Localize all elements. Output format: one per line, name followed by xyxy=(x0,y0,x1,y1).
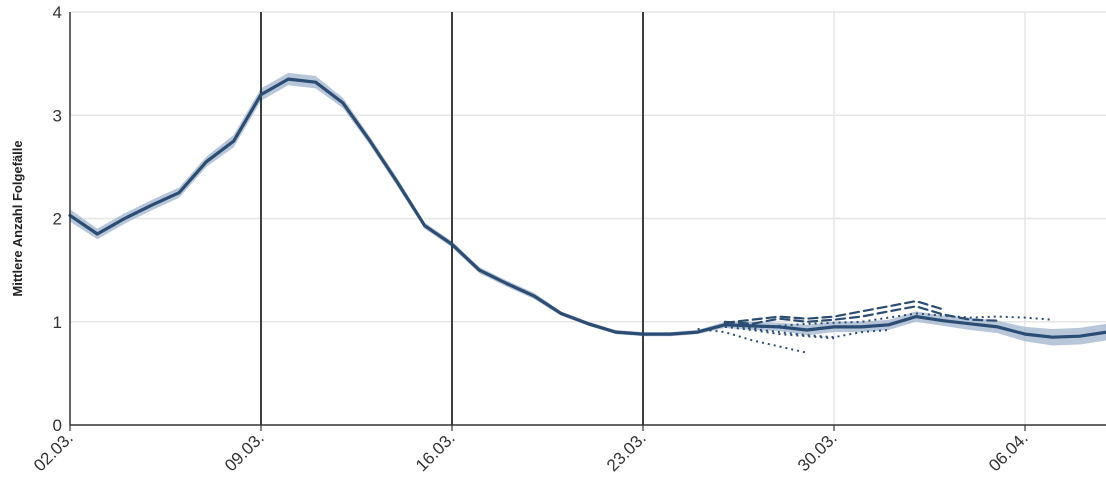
confidence-band xyxy=(70,72,1106,346)
y-tick-label: 1 xyxy=(53,313,62,332)
axes xyxy=(69,12,1106,431)
y-tick-label: 0 xyxy=(53,416,62,435)
series-line-solid-0 xyxy=(68,77,1106,339)
y-axis-label: Mittlere Anzahl Folgefälle xyxy=(10,140,25,296)
x-tick-label: 06.04. xyxy=(985,428,1032,475)
confidence-band-layer xyxy=(70,72,1106,346)
series-line-dashed-2 xyxy=(723,300,945,324)
x-tick-label: 02.03. xyxy=(30,428,77,475)
series-line-dotted-3 xyxy=(724,312,1053,329)
series-layer xyxy=(68,77,1106,354)
x-tick-label: 30.03. xyxy=(794,428,841,475)
y-tick-label: 4 xyxy=(53,3,62,22)
series-line-dotted-5 xyxy=(697,328,807,354)
x-tick-label: 09.03. xyxy=(221,428,268,475)
x-tick-label: 16.03. xyxy=(412,428,459,475)
y-tick-label: 2 xyxy=(53,210,62,229)
tick-labels: 0 1 2 3 4 02.03. 09.03. 16.03. 23.03. 30.03. 06.04… xyxy=(30,3,1032,475)
series-line-dotted-4 xyxy=(724,325,835,340)
x-tick-label: 23.03. xyxy=(603,428,650,475)
series-line-dotted-6 xyxy=(724,320,889,339)
vertical-markers xyxy=(260,12,644,425)
gridlines xyxy=(70,11,1106,425)
y-tick-label: 3 xyxy=(53,106,62,125)
